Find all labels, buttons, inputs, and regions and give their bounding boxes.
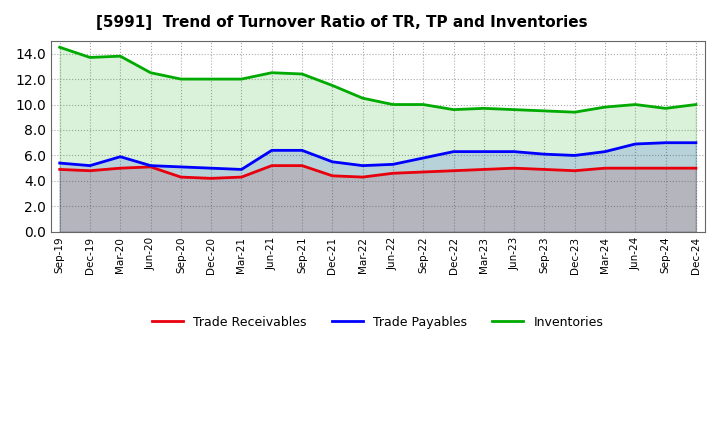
Trade Receivables — [86, 168, 94, 173]
Trade Payables — [389, 162, 397, 167]
Trade Payables — [207, 165, 215, 171]
Trade Payables — [540, 151, 549, 157]
Inventories — [176, 77, 185, 82]
Inventories — [237, 77, 246, 82]
Line: Trade Receivables: Trade Receivables — [60, 165, 696, 178]
Inventories — [146, 70, 155, 75]
Trade Receivables — [237, 174, 246, 180]
Inventories — [661, 106, 670, 111]
Trade Receivables — [510, 165, 518, 171]
Trade Payables — [55, 161, 64, 166]
Trade Payables — [419, 155, 428, 161]
Trade Payables — [86, 163, 94, 168]
Inventories — [298, 71, 307, 77]
Trade Payables — [661, 140, 670, 145]
Inventories — [86, 55, 94, 60]
Trade Receivables — [298, 163, 307, 168]
Trade Receivables — [389, 171, 397, 176]
Line: Trade Payables: Trade Payables — [60, 143, 696, 169]
Inventories — [389, 102, 397, 107]
Inventories — [55, 44, 64, 50]
Trade Receivables — [449, 168, 458, 173]
Text: [5991]  Trend of Turnover Ratio of TR, TP and Inventories: [5991] Trend of Turnover Ratio of TR, TP… — [96, 15, 588, 30]
Inventories — [359, 95, 367, 101]
Inventories — [510, 107, 518, 112]
Inventories — [449, 107, 458, 112]
Inventories — [540, 108, 549, 114]
Inventories — [570, 110, 579, 115]
Trade Payables — [298, 148, 307, 153]
Inventories — [600, 104, 609, 110]
Trade Payables — [480, 149, 488, 154]
Trade Receivables — [631, 165, 639, 171]
Inventories — [419, 102, 428, 107]
Inventories — [207, 77, 215, 82]
Trade Receivables — [207, 176, 215, 181]
Inventories — [631, 102, 639, 107]
Trade Receivables — [359, 174, 367, 180]
Trade Payables — [570, 153, 579, 158]
Trade Receivables — [55, 167, 64, 172]
Trade Payables — [600, 149, 609, 154]
Trade Receivables — [661, 165, 670, 171]
Trade Receivables — [692, 165, 701, 171]
Trade Receivables — [176, 174, 185, 180]
Inventories — [692, 102, 701, 107]
Trade Receivables — [570, 168, 579, 173]
Trade Receivables — [116, 165, 125, 171]
Inventories — [267, 70, 276, 75]
Trade Payables — [116, 154, 125, 159]
Trade Receivables — [540, 167, 549, 172]
Trade Payables — [237, 167, 246, 172]
Trade Payables — [176, 164, 185, 169]
Line: Inventories: Inventories — [60, 47, 696, 112]
Trade Payables — [328, 159, 337, 165]
Trade Receivables — [267, 163, 276, 168]
Trade Receivables — [480, 167, 488, 172]
Trade Receivables — [328, 173, 337, 179]
Trade Payables — [692, 140, 701, 145]
Inventories — [116, 54, 125, 59]
Trade Payables — [146, 163, 155, 168]
Trade Payables — [631, 141, 639, 147]
Trade Payables — [449, 149, 458, 154]
Inventories — [328, 83, 337, 88]
Trade Receivables — [600, 165, 609, 171]
Trade Receivables — [419, 169, 428, 175]
Legend: Trade Receivables, Trade Payables, Inventories: Trade Receivables, Trade Payables, Inven… — [148, 311, 608, 334]
Trade Payables — [359, 163, 367, 168]
Trade Payables — [510, 149, 518, 154]
Trade Payables — [267, 148, 276, 153]
Trade Receivables — [146, 164, 155, 169]
Inventories — [480, 106, 488, 111]
